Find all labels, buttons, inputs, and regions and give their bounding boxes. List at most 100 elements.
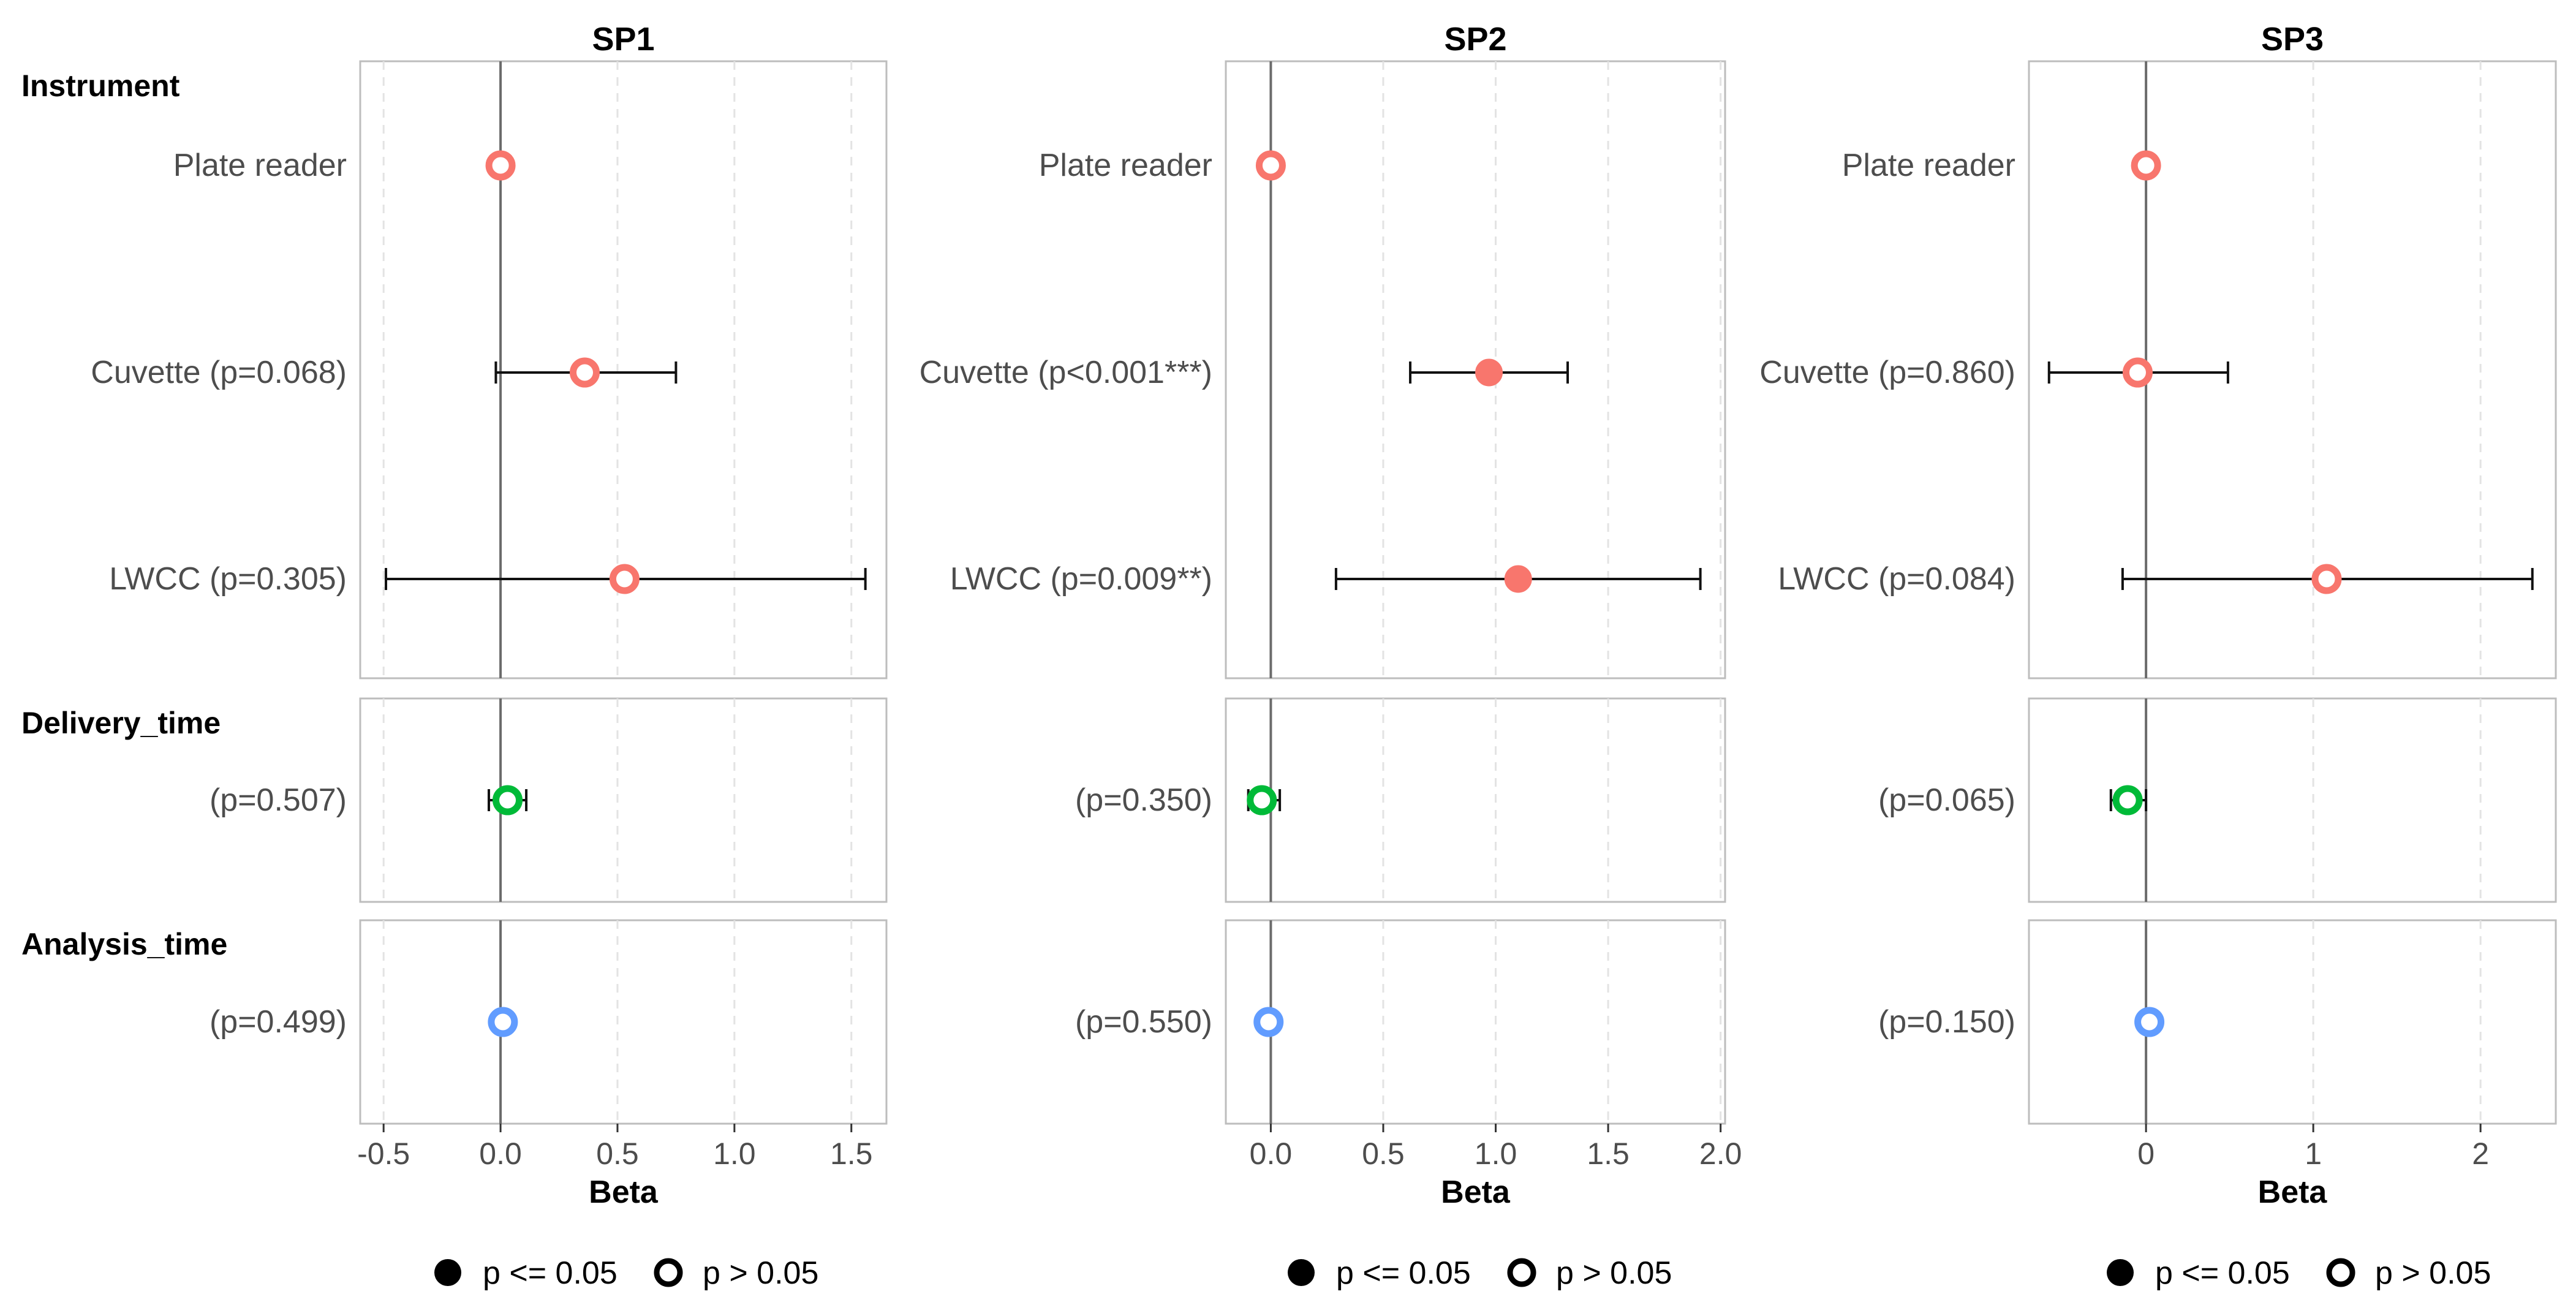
panel-title: SP2 <box>1444 21 1506 58</box>
row-name: Plate reader <box>1039 148 1212 183</box>
row-pvalue: (p=0.305) <box>201 561 347 597</box>
x-axis-title: Beta <box>2258 1175 2328 1210</box>
row-name: Cuvette <box>91 355 200 390</box>
estimate-row: Plate reader <box>1039 148 1286 183</box>
row-pvalue: (p=0.084) <box>1870 561 2016 597</box>
row-label: Cuvette (p=0.860) <box>1759 355 2015 390</box>
facet-delivery-time <box>2028 697 2557 903</box>
facet-frame <box>2028 919 2557 1125</box>
estimate-row: LWCC (p=0.009**) <box>950 561 1702 597</box>
point-estimate <box>1504 565 1532 593</box>
row-pvalue: (p=0.499) <box>210 1004 347 1040</box>
point-estimate <box>2122 357 2153 388</box>
legend-key-filled <box>434 1259 461 1286</box>
estimate-row: Cuvette (p<0.001***) <box>920 355 1569 390</box>
panel-sp1: SP1 Plate reader Cuvette (p=0.068) LWCC (p=… <box>91 21 888 1291</box>
row-label: Cuvette (p=0.068) <box>91 355 347 390</box>
row-pvalue: (p=0.507) <box>210 782 347 818</box>
estimate-row: Cuvette (p=0.068) <box>91 355 678 390</box>
panel-title: SP3 <box>2261 21 2324 58</box>
estimate-row: (p=0.350) <box>1075 782 1282 818</box>
row-name: Plate reader <box>173 148 347 183</box>
x-tick-label: 1.5 <box>830 1137 873 1171</box>
estimate-row: (p=0.065) <box>1878 782 2148 818</box>
x-axis-title: Beta <box>1441 1175 1511 1210</box>
row-pvalue: (p=0.150) <box>1878 1004 2015 1040</box>
legend-key-open <box>654 1258 683 1287</box>
row-name: LWCC <box>950 561 1041 597</box>
row-name: Plate reader <box>1842 148 2015 183</box>
panel-sp3: SP3 Plate reader Cuvette (p=0.860) LWCC (p=… <box>1759 21 2557 1291</box>
legend-key-filled <box>1288 1259 1315 1286</box>
legend-label-significant: p <= 0.05 <box>2155 1255 2290 1291</box>
estimate-row: LWCC (p=0.305) <box>109 561 867 597</box>
point-estimate <box>1255 150 1286 181</box>
x-axis-title: Beta <box>589 1175 659 1210</box>
x-tick-label: 0.0 <box>479 1137 522 1171</box>
x-tick-label: 1 <box>2305 1137 2322 1171</box>
row-pvalue: (p=0.065) <box>1878 782 2015 818</box>
x-tick-label: -0.5 <box>357 1137 410 1171</box>
legend-label-not-significant: p > 0.05 <box>2375 1255 2491 1291</box>
point-estimate <box>609 564 640 594</box>
point-estimate <box>1247 785 1277 815</box>
row-pvalue: (p=0.350) <box>1075 782 1212 818</box>
row-name: Cuvette <box>1759 355 1869 390</box>
facet-analysis-time <box>2028 919 2557 1125</box>
legend-key-filled <box>2107 1259 2134 1286</box>
x-tick-label: 0.0 <box>1250 1137 1293 1171</box>
legend-label-significant: p <= 0.05 <box>483 1255 618 1291</box>
panel-title: SP1 <box>592 21 654 58</box>
legend-key-open <box>2326 1258 2355 1287</box>
estimate-row: (p=0.499) <box>210 1004 518 1040</box>
facet-frame <box>359 919 888 1125</box>
facet-instrument <box>2028 60 2557 679</box>
point-estimate <box>1253 1007 1284 1037</box>
facet-frame <box>1225 697 1726 903</box>
x-tick-label: 0.5 <box>596 1137 639 1171</box>
group-label-delivery-time: Delivery_time <box>21 706 221 740</box>
x-tick-label: 1.0 <box>1475 1137 1517 1171</box>
row-label: LWCC (p=0.009**) <box>950 561 1212 597</box>
point-estimate <box>493 785 523 815</box>
point-estimate <box>2112 785 2143 815</box>
facet-analysis-time <box>1225 919 1726 1125</box>
point-estimate <box>570 357 600 388</box>
row-pvalue: (p=0.009**) <box>1041 561 1212 597</box>
x-tick-label: 2.0 <box>1699 1137 1742 1171</box>
estimate-row: Plate reader <box>1842 148 2161 183</box>
point-estimate <box>2311 564 2342 594</box>
point-estimate <box>485 150 516 181</box>
group-label-instrument: Instrument <box>21 69 180 103</box>
estimate-row: (p=0.150) <box>1878 1004 2165 1040</box>
estimate-row: Cuvette (p=0.860) <box>1759 355 2229 390</box>
row-label: Cuvette (p<0.001***) <box>920 355 1212 390</box>
facet-frame <box>1225 919 1726 1125</box>
facet-analysis-time <box>359 919 888 1125</box>
point-estimate <box>2134 1007 2165 1037</box>
facet-frame <box>2028 697 2557 903</box>
legend: p <= 0.05 p > 0.05 <box>434 1255 818 1291</box>
row-name: LWCC <box>109 561 200 597</box>
row-label: LWCC (p=0.084) <box>1778 561 2015 597</box>
estimate-row: LWCC (p=0.084) <box>1778 561 2534 597</box>
group-label-analysis-time: Analysis_time <box>21 927 227 961</box>
legend-label-not-significant: p > 0.05 <box>703 1255 818 1291</box>
legend-key-open <box>1507 1258 1536 1287</box>
x-tick-label: 1.5 <box>1587 1137 1630 1171</box>
row-pvalue: (p=0.068) <box>201 355 347 390</box>
row-pvalue: (p=0.550) <box>1075 1004 1212 1040</box>
estimate-row: (p=0.550) <box>1075 1004 1284 1040</box>
facet-frame <box>2028 60 2557 679</box>
legend-label-significant: p <= 0.05 <box>1336 1255 1471 1291</box>
panel-sp2: SP2 Plate reader Cuvette (p<0.001***) LWCC … <box>920 21 1742 1291</box>
point-estimate <box>488 1007 518 1037</box>
x-tick-label: 0 <box>2137 1137 2155 1171</box>
x-tick-label: 2 <box>2472 1137 2489 1171</box>
legend-label-not-significant: p > 0.05 <box>1556 1255 1672 1291</box>
legend: p <= 0.05 p > 0.05 <box>1288 1255 1672 1291</box>
estimate-row: (p=0.507) <box>210 782 528 818</box>
point-estimate <box>1475 358 1503 387</box>
row-pvalue: (p=0.860) <box>1870 355 2016 390</box>
